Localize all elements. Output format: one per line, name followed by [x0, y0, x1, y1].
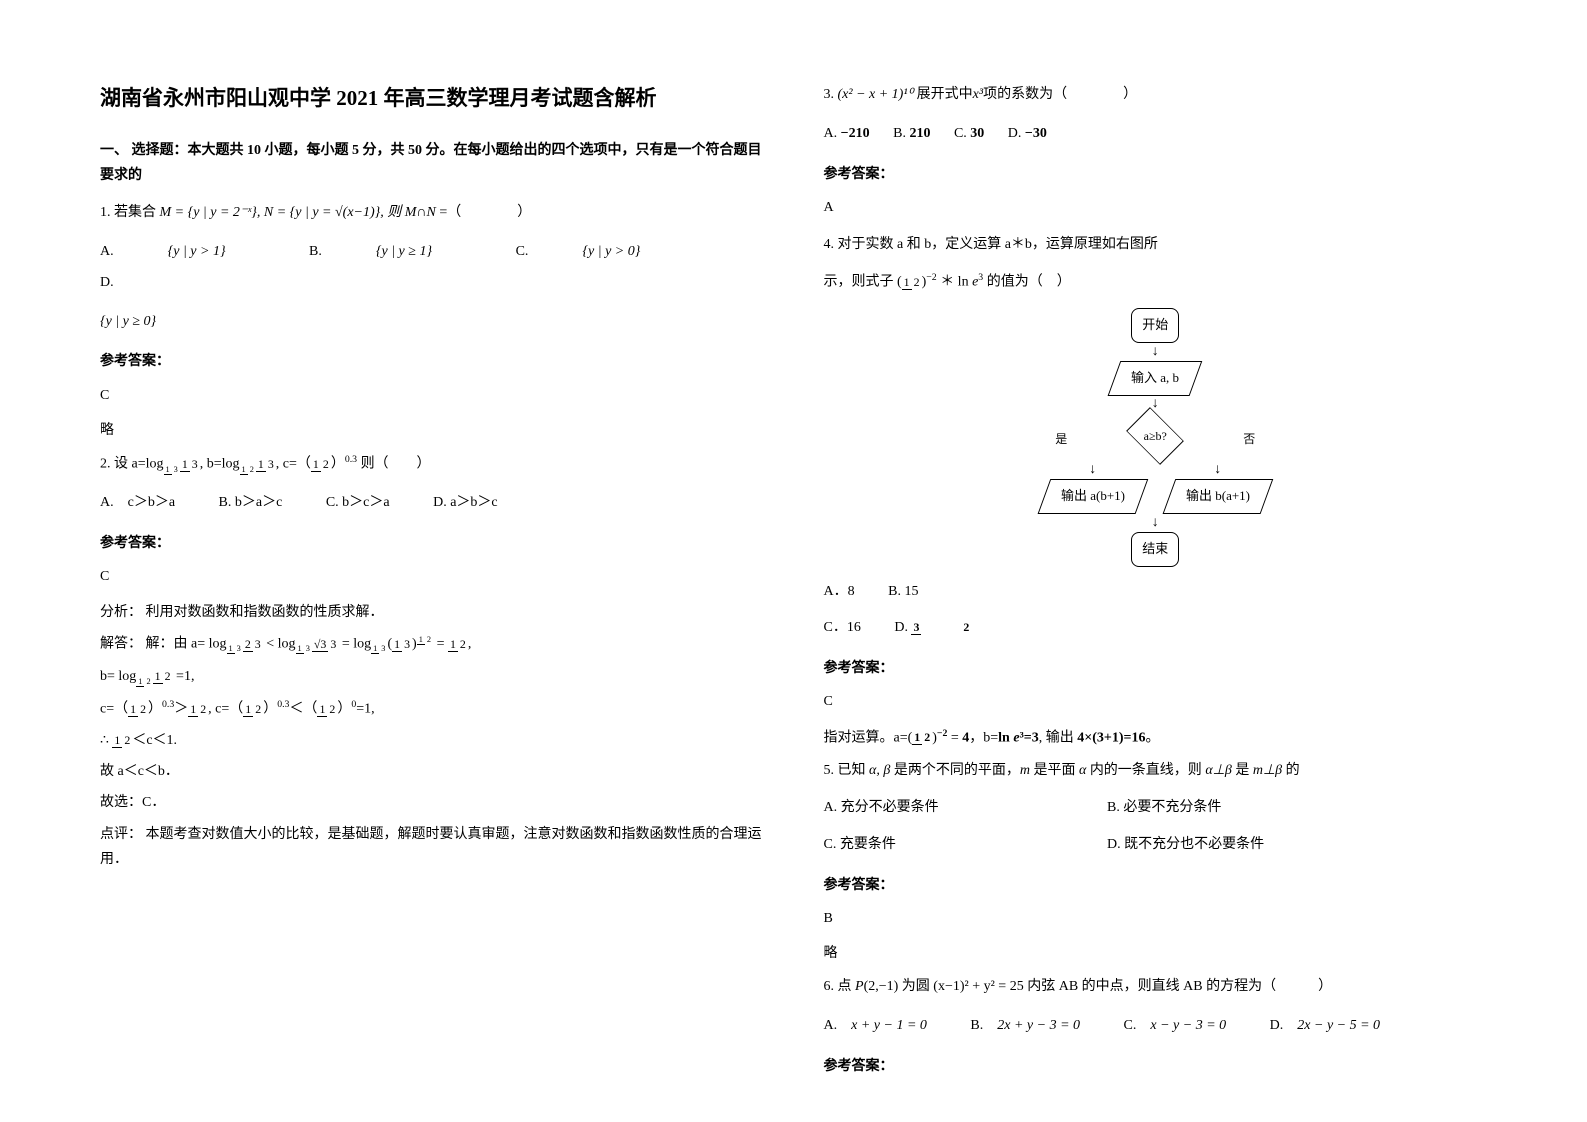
- q2-comment: 点评： 本题考查对数值大小的比较，是基础题，解题时要认真审题，注意对数函数和指数…: [100, 822, 764, 872]
- q3-optC: C. 30: [954, 119, 984, 150]
- q4-stem2: 示，则式子 (12)−2 ＊ ln e3 的值为（ ）: [824, 267, 1488, 298]
- q5-answer: B: [824, 906, 1488, 931]
- q4-answer: C: [824, 689, 1488, 714]
- left-column: 湖南省永州市阳山观中学 2021 年高三数学理月考试题含解析 一、 选择题：本大…: [100, 80, 764, 1082]
- question-4: 4. 对于实数 a 和 b，定义运算 a＊b，运算原理如右图所 示，则式子 (1…: [824, 230, 1488, 644]
- q5-note: 略: [824, 941, 1488, 966]
- q1-optD-line2: {y | y ≥ 0}: [100, 307, 764, 338]
- q2-optB: B. b＞a＞c: [219, 488, 283, 519]
- q3-answer: A: [824, 195, 1488, 220]
- q4-optC: C．16: [824, 613, 861, 644]
- q2-solve5: 故 a＜c＜b．: [100, 759, 764, 784]
- q2-optD: D. a＞b＞c: [433, 488, 498, 519]
- flow-end: 结束: [1131, 532, 1179, 567]
- q2-answer: C: [100, 564, 764, 589]
- q5-optB: B. 必要不充分条件: [1107, 800, 1221, 815]
- q4-options: A．8 B. 15 C．16 D. 32: [824, 577, 1488, 645]
- q5-stem: 5. 已知 α, β 是两个不同的平面，m 是平面 α 内的一条直线，则 α⊥β…: [824, 756, 1488, 787]
- answer-label: 参考答案：: [100, 349, 764, 374]
- arrow-icon: ↓: [1160, 463, 1275, 477]
- answer-label: 参考答案：: [824, 873, 1488, 898]
- q1-stem: 1. 若集合 M = {y | y = 2⁻ˣ}, N = {y | y = √…: [100, 198, 764, 229]
- question-3: 3. (x² − x + 1)¹⁰ 展开式中x³项的系数为（ ） A. −210…: [824, 80, 1488, 150]
- q2-optA: A. c＞b＞a: [100, 488, 175, 519]
- q2-solve4: ∴ 12＜c＜1.: [100, 728, 764, 753]
- arrow-icon: ↓: [1035, 345, 1275, 359]
- q3-options: A. −210 B. 210 C. 30 D. −30: [824, 119, 1488, 150]
- q4-stem1: 4. 对于实数 a 和 b，定义运算 a＊b，运算原理如右图所: [824, 230, 1488, 261]
- q3-stem: 3. (x² − x + 1)¹⁰ 展开式中x³项的系数为（ ）: [824, 80, 1488, 111]
- flow-out2: 输出 b(a+1): [1162, 479, 1273, 514]
- section-title: 一、 选择题：本大题共 10 小题，每小题 5 分，共 50 分。在每小题给出的…: [100, 138, 764, 188]
- q2-solve1: 解答： 解：由 a= log1323 < log13√33 = log13(13…: [100, 631, 764, 658]
- q2-solve3: c=（12）0.3＞12, c=（12）0.3＜（12）0=1,: [100, 696, 764, 722]
- q2-solve2: b= log1212 =1,: [100, 664, 764, 690]
- q6-optA: A. x + y − 1 = 0: [824, 1011, 927, 1042]
- q6-optB: B. 2x + y − 3 = 0: [970, 1011, 1080, 1042]
- q4-optD: D. 32: [894, 613, 1051, 644]
- flowchart: 开始 ↓ 输入 a, b ↓ 是 a≥b? 否 ↓ 输出 a(b+1) ↓: [1035, 308, 1275, 566]
- q1-optB: B. {y | y ≥ 1}: [309, 237, 472, 268]
- q5-optC: C. 充要条件: [824, 830, 1104, 861]
- q1-optC: C. {y | y > 0}: [516, 237, 681, 268]
- flow-start: 开始: [1131, 308, 1179, 343]
- q6-optC: C. x − y − 3 = 0: [1124, 1011, 1227, 1042]
- question-2: 2. 设 a=log1313, b=log1213, c=（12）0.3 则（ …: [100, 449, 764, 519]
- q5-options: A. 充分不必要条件 B. 必要不充分条件 C. 充要条件 D. 既不充分也不必…: [824, 793, 1488, 861]
- q6-stem: 6. 点 P(2,−1) 为圆 (x−1)² + y² = 25 内弦 AB 的…: [824, 972, 1488, 1003]
- page-container: 湖南省永州市阳山观中学 2021 年高三数学理月考试题含解析 一、 选择题：本大…: [100, 80, 1487, 1082]
- arrow-icon: ↓: [1035, 516, 1275, 530]
- arrow-icon: ↓: [1035, 463, 1150, 477]
- q1-answer: C: [100, 383, 764, 408]
- q2-options: A. c＞b＞a B. b＞a＞c C. b＞c＞a D. a＞b＞c: [100, 488, 764, 519]
- answer-label: 参考答案：: [824, 162, 1488, 187]
- q2-stem: 2. 设 a=log1313, b=log1213, c=（12）0.3 则（ …: [100, 449, 764, 480]
- flow-out1: 输出 a(b+1): [1037, 479, 1148, 514]
- answer-label: 参考答案：: [100, 531, 764, 556]
- answer-label: 参考答案：: [824, 656, 1488, 681]
- q6-optD: D. 2x − y − 5 = 0: [1270, 1011, 1380, 1042]
- q4-optA: A．8: [824, 577, 855, 608]
- q6-options: A. x + y − 1 = 0 B. 2x + y − 3 = 0 C. x …: [824, 1011, 1488, 1042]
- q1-options: A. {y | y > 1} B. {y | y ≥ 1} C. {y | y …: [100, 237, 764, 299]
- q1-optD: D.: [100, 268, 154, 299]
- question-5: 5. 已知 α, β 是两个不同的平面，m 是平面 α 内的一条直线，则 α⊥β…: [824, 756, 1488, 860]
- q1-note: 略: [100, 418, 764, 443]
- q3-optD: D. −30: [1008, 119, 1047, 150]
- question-1: 1. 若集合 M = {y | y = 2⁻ˣ}, N = {y | y = √…: [100, 198, 764, 337]
- q4-optB: B. 15: [888, 577, 918, 608]
- right-column: 3. (x² − x + 1)¹⁰ 展开式中x³项的系数为（ ） A. −210…: [824, 80, 1488, 1082]
- answer-label: 参考答案：: [824, 1054, 1488, 1079]
- flow-input: 输入 a, b: [1108, 361, 1203, 396]
- q2-analysis: 分析： 利用对数函数和指数函数的性质求解．: [100, 600, 764, 625]
- q3-optB: B. 210: [893, 119, 930, 150]
- arrow-icon: ↓: [1035, 397, 1275, 411]
- q4-explain: 指对运算。a=(12)−2 = 4，b=ln e³=3, 输出 4×(3+1)=…: [824, 725, 1488, 751]
- page-title: 湖南省永州市阳山观中学 2021 年高三数学理月考试题含解析: [100, 80, 764, 118]
- q1-optA: A. {y | y > 1}: [100, 237, 266, 268]
- q2-optC: C. b＞c＞a: [326, 488, 390, 519]
- q5-optA: A. 充分不必要条件: [824, 793, 1104, 824]
- q2-solve6: 故选：C．: [100, 790, 764, 815]
- flow-decision: 是 a≥b? 否: [1035, 416, 1275, 456]
- q5-optD: D. 既不充分也不必要条件: [1107, 837, 1264, 852]
- q3-optA: A. −210: [824, 119, 870, 150]
- question-6: 6. 点 P(2,−1) 为圆 (x−1)² + y² = 25 内弦 AB 的…: [824, 972, 1488, 1042]
